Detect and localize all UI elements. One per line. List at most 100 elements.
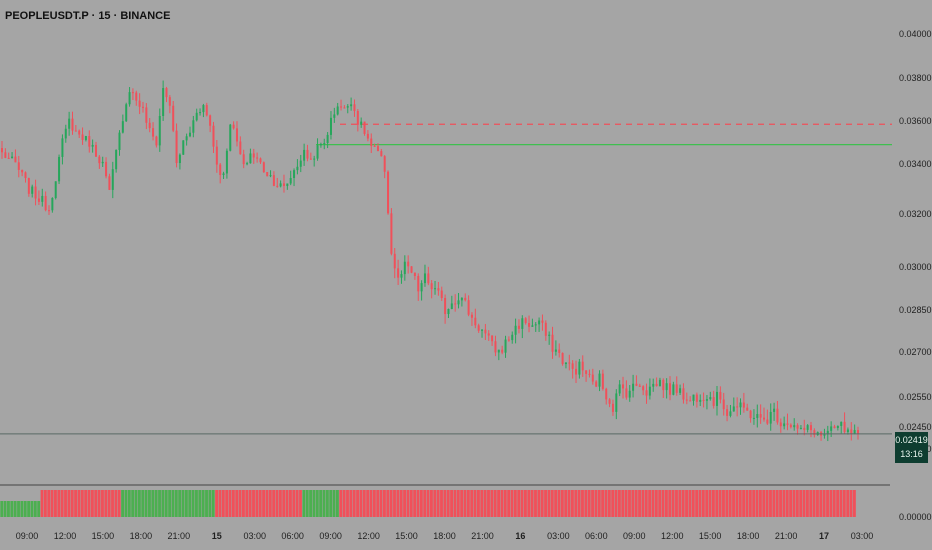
indicator-bar: [826, 490, 829, 517]
candle-body: [830, 426, 833, 431]
indicator-bar: [289, 490, 292, 517]
indicator-bar: [567, 490, 571, 517]
indicator-bar: [67, 490, 71, 517]
indicator-bar: [158, 490, 161, 517]
indicator-bar: [557, 490, 561, 517]
indicator-bar: [57, 490, 61, 517]
indicator-bar: [403, 490, 406, 517]
indicator-bar: [725, 490, 729, 517]
candle-body: [773, 408, 776, 412]
indicator-bar: [409, 490, 413, 517]
candle-body: [81, 134, 84, 140]
indicator-bar: [829, 490, 833, 517]
candle-body: [272, 175, 275, 186]
candle-body: [121, 121, 124, 133]
time-tick: 12:00: [357, 531, 380, 541]
indicator-bar: [832, 490, 836, 517]
candle-body: [487, 333, 490, 336]
candle-body: [803, 427, 806, 430]
time-tick: 21:00: [775, 531, 798, 541]
indicator-bar: [846, 490, 850, 517]
candle-body: [178, 154, 181, 164]
level-lines: [316, 123, 892, 146]
candle-body: [793, 425, 796, 428]
candle-body: [585, 370, 588, 374]
candle-body: [4, 152, 7, 158]
candle-body: [846, 429, 849, 433]
candle-body: [205, 105, 208, 116]
time-tick: 15:00: [92, 531, 115, 541]
indicator-bar: [695, 490, 699, 517]
indicator-bar: [460, 490, 464, 517]
candle-body: [58, 156, 61, 182]
candle-body: [746, 407, 749, 411]
candle-body: [360, 121, 363, 125]
candle-body: [44, 195, 47, 211]
indicator-bar: [111, 490, 114, 517]
candle-body: [789, 424, 792, 428]
indicator-bar: [530, 490, 534, 517]
indicator-bar: [275, 490, 279, 517]
indicator-bar: [104, 490, 108, 517]
indicator-bar: [181, 490, 185, 517]
indicator-bar: [500, 490, 504, 517]
candle-body: [31, 186, 34, 194]
candle-body: [242, 154, 245, 165]
candle-body: [383, 156, 386, 172]
candle-body: [779, 422, 782, 427]
indicator-bar: [27, 501, 31, 517]
indicator-bar: [705, 490, 709, 517]
indicator-bar: [795, 490, 799, 517]
indicator-bar: [107, 490, 111, 517]
candle-body: [299, 160, 302, 167]
candle-body: [78, 130, 81, 135]
candle-body: [195, 112, 198, 121]
indicator-bar: [369, 490, 373, 517]
indicator-bar: [17, 501, 20, 517]
indicator-bar: [54, 490, 57, 517]
indicator-bar: [718, 490, 722, 517]
candle-body: [528, 323, 531, 327]
candle-body: [232, 124, 235, 129]
indicator-bar: [594, 490, 598, 517]
candle-body: [256, 157, 259, 159]
indicator-bar: [87, 490, 91, 517]
candle-body: [34, 186, 37, 199]
indicator-bar: [577, 490, 581, 517]
candle-body: [319, 143, 322, 146]
candle-body: [440, 290, 443, 299]
indicator-bar: [255, 490, 259, 517]
indicator-bar: [161, 490, 165, 517]
indicator-bar: [691, 490, 695, 517]
candle-body: [856, 430, 860, 434]
indicator-bar: [258, 490, 262, 517]
indicator-bar: [836, 490, 840, 517]
indicator-bar: [3, 501, 7, 517]
candle-body: [669, 383, 672, 395]
candle-body: [333, 114, 336, 118]
indicator-bar: [446, 490, 450, 517]
indicator-bar: [762, 490, 766, 517]
candle-body: [209, 115, 212, 126]
candle-body: [484, 329, 487, 334]
candle-body: [175, 130, 178, 164]
candle-body: [776, 408, 779, 423]
price-tick: 0.03000: [899, 262, 932, 272]
candle-body: [266, 172, 269, 177]
candle-body: [309, 158, 312, 160]
candle-body: [608, 399, 611, 404]
indicator-bar: [342, 490, 346, 517]
candle-body: [595, 381, 598, 387]
time-axis[interactable]: 09:00 12:00 15:00 18:00 21:00 15 03:00 06:00 09:…: [16, 531, 874, 541]
indicator-bar: [393, 490, 396, 517]
indicator-bar: [601, 490, 605, 517]
candle-body: [296, 166, 299, 171]
time-tick: 09:00: [319, 531, 342, 541]
indicator-bar: [631, 490, 635, 517]
indicator-bar: [812, 490, 816, 517]
candle-body: [638, 385, 641, 387]
indicator-bar: [332, 490, 336, 517]
indicator-bar: [517, 490, 521, 517]
symbol-title: PEOPLEUSDT.P · 15 · BINANCE: [5, 10, 171, 22]
